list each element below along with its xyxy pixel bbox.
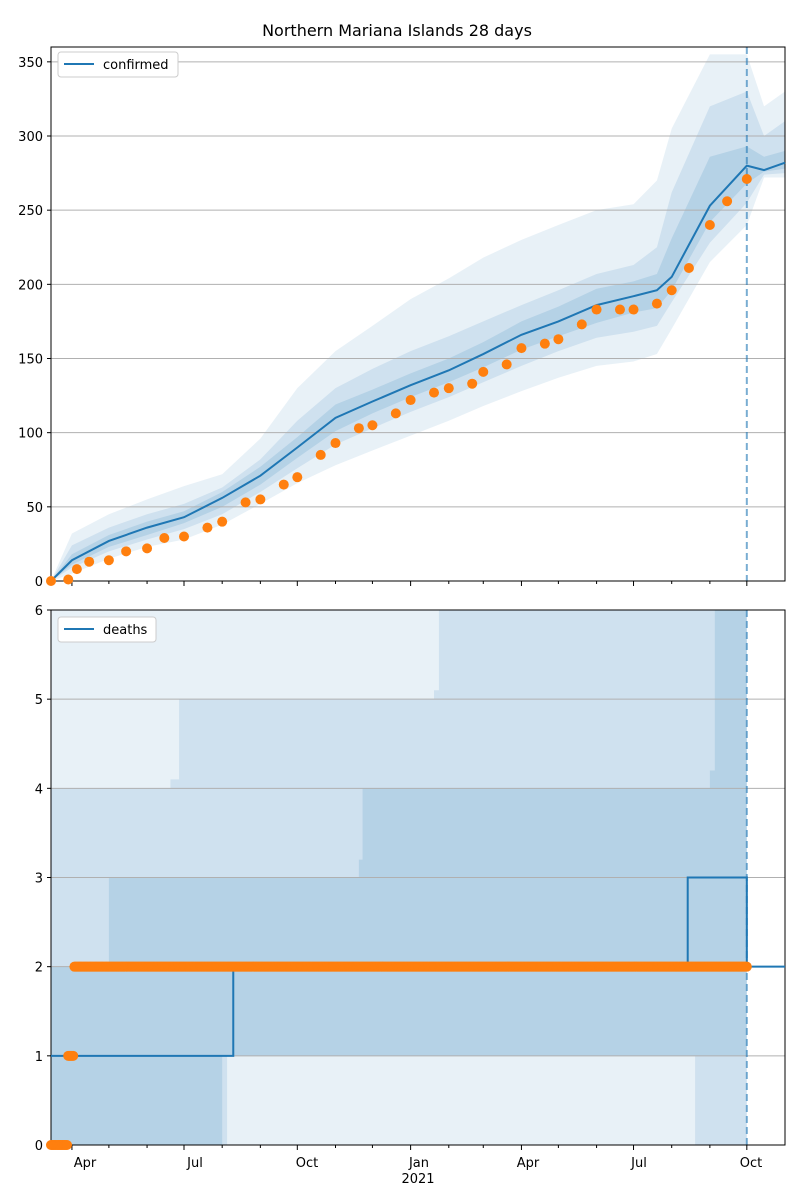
y-tick-label: 5 (35, 693, 43, 708)
observed-point (539, 338, 550, 349)
deaths-median-line (51, 876, 785, 1057)
chart-title: Northern Mariana Islands 28 days (262, 21, 532, 40)
y-tick-label: 1 (35, 1050, 43, 1065)
observed-point (46, 576, 56, 586)
deaths-legend: deaths (57, 616, 157, 643)
observed-point (405, 395, 416, 406)
y-tick-label: 50 (26, 501, 43, 516)
confirmed-legend: confirmed (57, 51, 179, 78)
observed-point (179, 531, 190, 542)
observed-point (390, 408, 401, 419)
observed-point (501, 359, 512, 370)
observed-point (704, 220, 715, 230)
observed-point (62, 1140, 73, 1150)
observed-point (63, 574, 74, 585)
x-year-label: 2021 (401, 1172, 434, 1187)
observed-point (628, 304, 639, 315)
observed-point (666, 285, 677, 296)
observed-point (722, 196, 733, 207)
observed-point (353, 423, 364, 434)
y-tick-label: 200 (18, 278, 43, 293)
x-tick-label: Jul (630, 1156, 647, 1171)
deaths-axes: 0 1 2 3 4 5 6 (35, 604, 786, 1154)
confirmed-median-line (50, 161, 786, 582)
x-tick-label: Oct (296, 1156, 318, 1171)
observed-point (121, 546, 132, 557)
x-tick-labels: Apr Jul Oct Jan Apr Jul Oct 2021 (74, 1156, 762, 1187)
observed-point (159, 532, 170, 543)
y-tick-label: 100 (18, 427, 43, 442)
confirmed-legend-label: confirmed (103, 58, 169, 73)
observed-point (68, 1050, 79, 1061)
x-tick-label: Jul (186, 1156, 203, 1171)
y-tick-label: 2 (35, 961, 43, 976)
deaths-legend-label: deaths (103, 623, 148, 638)
observed-point (741, 961, 752, 972)
axes-frame (50, 609, 786, 1146)
observed-point (330, 438, 341, 449)
observed-point (443, 383, 454, 394)
observed-point (315, 449, 326, 460)
observed-point (683, 263, 694, 274)
observed-point (741, 174, 752, 185)
observed-point (255, 494, 266, 505)
observed-point (142, 543, 153, 554)
y-tick-label: 6 (35, 604, 43, 619)
observed-point (478, 366, 489, 377)
confidence-band-middle (51, 91, 785, 581)
observed-point (591, 304, 602, 315)
observed-point (71, 564, 82, 575)
x-tick-label: Oct (740, 1156, 762, 1171)
y-tick-label: 350 (18, 56, 43, 71)
observed-point (467, 378, 478, 389)
observed-point (576, 319, 587, 330)
observed-point (202, 522, 213, 533)
observed-point (516, 343, 527, 354)
observed-point (240, 497, 251, 508)
observed-point (614, 304, 625, 315)
x-tick-label: Apr (517, 1156, 540, 1171)
confirmed-axes: 0 50 100 150 200 250 300 350 (18, 46, 786, 590)
y-tick-label: 300 (18, 130, 43, 145)
observed-point (651, 298, 662, 309)
observed-point (429, 387, 440, 398)
observed-point (292, 472, 303, 483)
observed-point (367, 420, 378, 431)
observed-point (103, 555, 114, 566)
y-tick-label: 4 (35, 782, 43, 797)
y-tick-label: 0 (35, 575, 43, 590)
confidence-band-inner (51, 146, 785, 581)
y-tick-label: 3 (35, 872, 43, 887)
y-tick-label: 150 (18, 353, 43, 368)
axes-frame (50, 46, 786, 582)
x-tick-label: Jan (408, 1156, 429, 1171)
observed-point (217, 516, 228, 527)
y-tick-label: 250 (18, 204, 43, 219)
observed-point (553, 334, 564, 345)
observed-point (278, 479, 289, 490)
confidence-band-outer (51, 54, 785, 581)
x-tick-label: Apr (74, 1156, 97, 1171)
observed-point (84, 556, 95, 567)
y-tick-label: 0 (35, 1139, 43, 1154)
